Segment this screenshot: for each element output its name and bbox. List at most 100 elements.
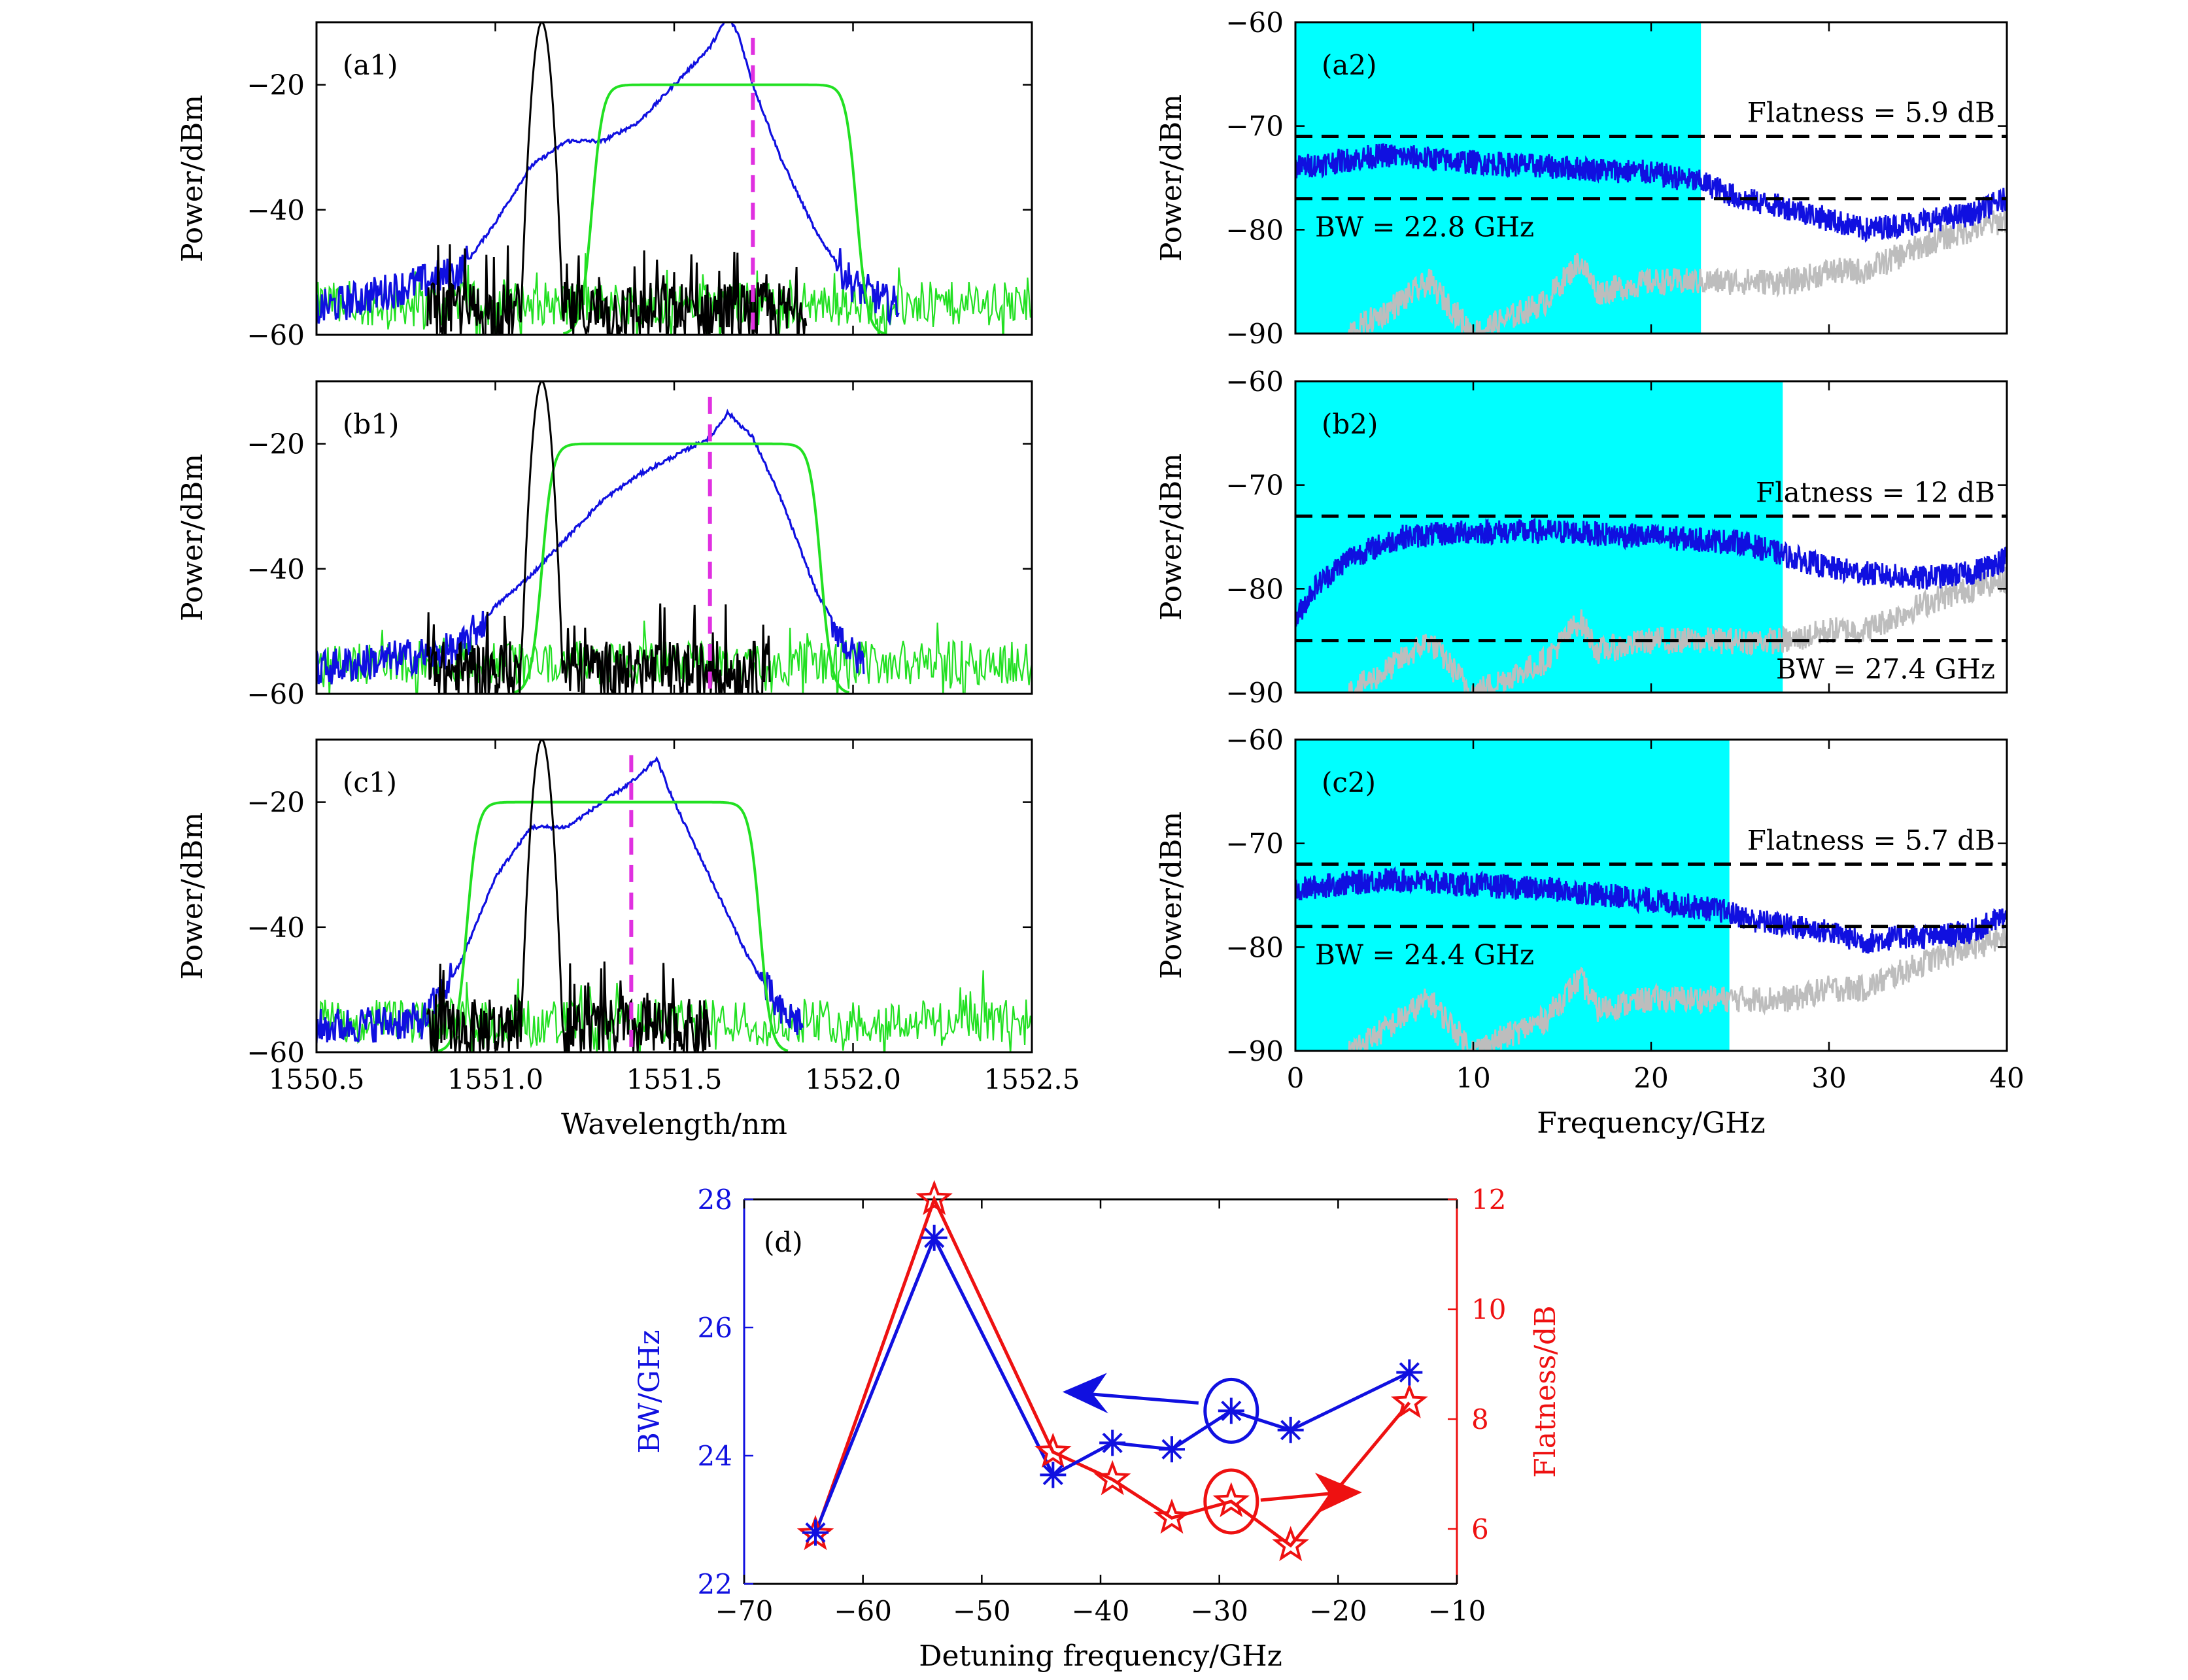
plot-area-b2 xyxy=(1295,381,2007,693)
y-tick-label-b1: −40 xyxy=(247,553,305,585)
y-axis-label-c1: Power/dBm xyxy=(176,812,209,980)
bandwidth-annotation: BW = 24.4 GHz xyxy=(1315,939,1534,971)
flatness-annotation: Flatness = 5.9 dB xyxy=(1747,97,1995,129)
x-tick-label-d: −60 xyxy=(834,1595,892,1627)
panel-b2: −90 −80 −70 −60 Power/dBm (b2) Flatness = 12 d… xyxy=(1155,366,2008,709)
y-tick-label-right-d: 8 xyxy=(1471,1403,1489,1435)
y-axis-label-a1: Power/dBm xyxy=(176,95,209,262)
panel-label-b2: (b2) xyxy=(1322,408,1378,440)
gray-noise-trace xyxy=(1348,566,2007,693)
plot-area-b1 xyxy=(316,381,1032,694)
flatness-point xyxy=(1153,1498,1191,1534)
panel-a1: −60 −40 −20 Power/dBm (a1) xyxy=(176,21,1033,351)
y-axis-label-left-d: BW/GHz xyxy=(633,1329,666,1453)
gray-noise-trace xyxy=(1348,924,2007,1051)
x-tick-label-c2: 30 xyxy=(1811,1062,1846,1094)
y-tick-label-b2: −60 xyxy=(1225,366,1284,398)
x-tick-label-d: −30 xyxy=(1190,1595,1248,1627)
green-filter-response xyxy=(513,442,849,694)
panel-a2: −90 −80 −70 −60 Power/dBm (a2) Flatness = 5.9 … xyxy=(1155,7,2008,350)
panel-label-a2: (a2) xyxy=(1322,49,1377,81)
flatness-point xyxy=(1212,1482,1250,1518)
flatness-point xyxy=(1093,1460,1131,1496)
blue-signal-trace xyxy=(316,755,804,1044)
x-tick-label-d: −10 xyxy=(1428,1595,1486,1627)
bw-arrow-head xyxy=(1062,1373,1108,1414)
x-tick-label-c1: 1551.5 xyxy=(626,1063,723,1095)
bw-point xyxy=(802,1519,829,1546)
y-tick-label-b2: −90 xyxy=(1225,677,1284,709)
flatness-point xyxy=(1034,1432,1072,1468)
bw-point-stroke xyxy=(805,1522,826,1543)
x-tick-label-c1: 1551.0 xyxy=(447,1063,543,1095)
plot-area-a1 xyxy=(316,22,1032,335)
bw-point-stroke xyxy=(1102,1432,1123,1453)
bw-point xyxy=(921,1224,948,1251)
flatness-annotation: Flatness = 12 dB xyxy=(1756,476,1995,508)
y-tick-label-c2: −60 xyxy=(1225,724,1284,756)
blue-rf-signal xyxy=(1295,517,2007,627)
bw-point xyxy=(1040,1462,1067,1488)
green-filter-response xyxy=(437,800,789,1052)
y-tick-label-a2: −90 xyxy=(1225,318,1284,350)
x-tick-label-c2: 10 xyxy=(1456,1062,1490,1094)
x-axis-label-c1: Wavelength/nm xyxy=(561,1108,787,1141)
flatness-point xyxy=(915,1180,953,1216)
panel-label-c2: (c2) xyxy=(1322,766,1376,798)
y-tick-label-b2: −70 xyxy=(1225,470,1284,502)
y-tick-label-left-d: 22 xyxy=(698,1568,732,1600)
panel-c1: 1550.5 1551.0 1551.5 1552.0 1552.5 −60 −40 −20 P… xyxy=(176,738,1080,1141)
y-tick-label-right-d: 6 xyxy=(1471,1513,1489,1545)
blue-signal-trace xyxy=(316,409,865,685)
y-tick-label-left-d: 26 xyxy=(698,1312,732,1344)
y-tick-label-a2: −80 xyxy=(1225,214,1284,246)
plot-area-a2 xyxy=(1295,22,2007,334)
x-tick-label-c1: 1550.5 xyxy=(269,1063,365,1095)
y-axis-label-right-d: Flatness/dB xyxy=(1529,1305,1562,1477)
y-tick-label-left-d: 28 xyxy=(698,1184,732,1216)
x-axis-label-d: Detuning frequency/GHz xyxy=(919,1639,1282,1673)
flatness-series-line xyxy=(813,1195,1411,1548)
green-filter-response xyxy=(562,83,886,335)
y-tick-label-c1: −40 xyxy=(247,912,305,944)
flatness-point xyxy=(1391,1383,1428,1418)
y-axis-label-c2: Power/dBm xyxy=(1155,812,1188,979)
panel-b1: −60 −40 −20 Power/dBm (b1) xyxy=(176,380,1033,710)
x-tick-label-d: −70 xyxy=(715,1595,774,1627)
bw-point xyxy=(1277,1416,1304,1443)
x-tick-label-d: −40 xyxy=(1072,1595,1130,1627)
x-tick-label-d: −50 xyxy=(953,1595,1011,1627)
bw-series-line xyxy=(813,1233,1410,1534)
plot-area-c2 xyxy=(1295,740,2007,1051)
y-tick-label-c2: −80 xyxy=(1225,931,1284,963)
bw-point xyxy=(1396,1359,1423,1386)
bw-arrow-shaft xyxy=(1087,1392,1199,1405)
y-tick-label-b1: −20 xyxy=(247,428,305,460)
bw-point-stroke xyxy=(924,1227,945,1248)
bw-point-stroke xyxy=(1221,1400,1242,1421)
panel-label-b1: (b1) xyxy=(343,408,399,440)
y-tick-label-b1: −60 xyxy=(247,678,305,710)
bw-point-stroke xyxy=(1161,1439,1182,1460)
y-tick-label-right-d: 12 xyxy=(1471,1184,1506,1216)
flatness-point xyxy=(1272,1526,1309,1562)
y-tick-label-a1: −60 xyxy=(247,319,305,351)
x-tick-label-c1: 1552.5 xyxy=(984,1063,1080,1095)
x-tick-label-d: −20 xyxy=(1309,1595,1367,1627)
bw-point-stroke xyxy=(1042,1464,1063,1485)
x-tick-label-c2: 40 xyxy=(1989,1062,2024,1094)
black-pump-trace xyxy=(426,381,772,694)
panel-d: −70 −60 −50 −40 −30 −20 −10 22 24 26 28 6 8 10 12 BW/GH… xyxy=(633,1180,1562,1673)
panel-label-d: (d) xyxy=(764,1226,803,1258)
bw-point xyxy=(1159,1436,1185,1463)
bw-highlight-circle xyxy=(1203,1377,1259,1444)
bw-point-stroke xyxy=(1399,1362,1420,1383)
y-tick-label-a2: −70 xyxy=(1225,111,1284,143)
y-tick-label-c1: −20 xyxy=(247,787,305,819)
black-pump-trace xyxy=(426,740,711,1052)
flatness-highlight-circle xyxy=(1203,1468,1259,1535)
y-tick-label-left-d: 24 xyxy=(698,1440,732,1472)
panel-label-a1: (a1) xyxy=(343,49,398,81)
bw-point xyxy=(1218,1397,1244,1424)
